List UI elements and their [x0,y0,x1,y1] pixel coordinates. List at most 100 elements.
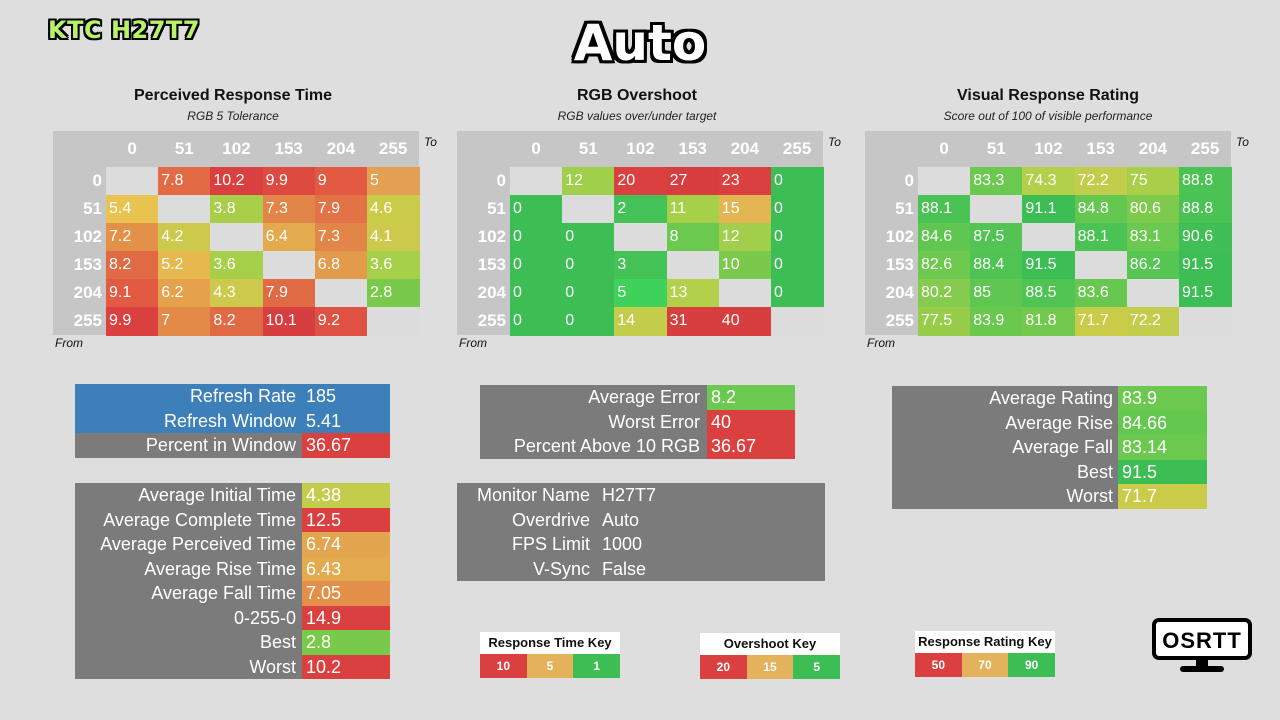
from-label: From [867,336,895,350]
row-header: 102 [73,227,102,246]
stat-label: Average Rise Time [144,558,296,579]
heatmap-cell: 5.4 [106,195,159,224]
heatmap-cell: 7.9 [262,279,316,308]
stat-value: 4.38 [302,483,390,508]
heatmap-cell: 74.3 [1022,167,1076,196]
stat-label: Average Fall [1012,437,1113,457]
row-header: 204 [885,283,914,302]
heatmap-cell: 83.3 [970,167,1023,196]
error-stats-panel: Average Error 8.2 Worst Error 40 Percent Abo… [480,385,795,459]
rating-stats-panel: Average Rating 83.9 Average Rise 84.66 Avera… [892,386,1207,509]
heatmap-cell: 0 [771,167,824,196]
matrix-header-band [53,131,420,167]
stat-value: 83.14 [1118,435,1207,460]
heatmap-cell: 85 [970,279,1023,308]
heatmap-cell: 10.2 [210,167,264,196]
heatmap-cell: 8 [666,223,720,252]
heatmap-cell: 87.5 [970,223,1023,252]
row-header: 0 [496,171,506,190]
heatmap-cell: 81.8 [1022,307,1076,336]
stat-label: Overdrive [511,509,590,530]
row-header: 51 [83,199,102,218]
stat-label: Best [1076,461,1113,482]
heatmap-cell: 0 [771,279,824,308]
to-label: To [424,135,437,149]
stat-label: Average Initial Time [138,485,296,505]
heatmap-cell-empty [1074,251,1128,280]
stat-value: 1000 [602,534,643,554]
heatmap-cell: 6.4 [262,223,316,252]
heatmap-cell: 9.9 [262,167,316,196]
stat-value: 91.5 [1118,459,1207,484]
stat-label: Percent in Window [145,435,296,455]
heatmap-cell: 4.3 [210,279,264,308]
stat-row: Average Complete Time 12.5 [75,507,390,532]
monitor-info-panel: Monitor Name H27T7 Overdrive Auto FPS Limit 1… [457,483,825,581]
column-header: 255 [782,139,812,158]
heatmap-cell: 3.6 [367,251,420,280]
matrix-row-header-band [53,131,106,335]
stat-value: 84.66 [1118,410,1207,435]
heatmap-cell: 12 [718,223,772,252]
stat-row: Average Fall 83.14 [892,435,1207,460]
column-header: 0 [939,139,949,158]
heatmap-cell: 3 [614,251,668,280]
matrix-title-response: Perceived Response Time [133,87,333,104]
stat-label: Average Error [588,387,700,407]
heatmap-cell-empty [771,307,824,336]
column-header: 102 [1034,139,1063,158]
heatmap-cell: 91.5 [1179,279,1232,308]
column-header: 153 [274,139,303,158]
stat-row: Overdrive Auto [457,508,825,533]
heatmap-cell: 15 [718,195,772,224]
stat-row: Worst 71.7 [892,484,1207,509]
heatmap-cell-empty [106,167,159,196]
heatmap-cell: 0 [562,279,615,308]
stat-row: Worst Error 40 [480,409,795,434]
stat-value: 40 [707,409,795,434]
key-swatch: 10 [480,654,527,678]
heatmap-cell: 4.6 [367,195,420,224]
heatmap-cell: 9.9 [106,307,159,336]
from-label: From [459,336,487,350]
heatmap-cell: 0 [510,195,563,224]
heatmap-cell: 91.5 [1179,251,1232,280]
heatmap-cell: 72.2 [1126,307,1180,336]
heatmap-cell: 9.2 [314,307,368,336]
column-header: 204 [1138,139,1168,158]
heatmap-cell: 80.6 [1126,195,1180,224]
stat-label: Average Rise [1005,412,1113,433]
stat-label: Worst [1066,486,1113,506]
stat-label: Average Rating [989,388,1113,408]
stat-label: 0-255-0 [233,607,296,628]
column-header: 0 [531,139,541,158]
row-header: 153 [73,255,102,274]
key-title: Response Time Key [480,632,620,654]
stat-value: 14.9 [302,605,390,630]
stat-row: Refresh Rate 185 [75,384,390,409]
heatmap-cell: 12 [562,167,615,196]
heatmap-cell: 88.1 [1074,223,1128,252]
heatmap-cell: 90.6 [1179,223,1232,252]
heatmap-cell: 31 [666,307,720,336]
matrix-subtitle-rating: Score out of 100 of visible performance [943,109,1153,123]
heatmap-cell-empty [510,167,563,196]
heatmap-cell: 23 [718,167,772,196]
column-header: 153 [1086,139,1115,158]
heatmap-cell-empty [1022,223,1076,252]
column-header: 153 [678,139,707,158]
column-header: 102 [222,139,251,158]
key-swatch: 50 [915,653,962,677]
stat-row: Percent in Window 36.67 [75,433,390,458]
heatmap-cell: 88.5 [1022,279,1076,308]
heatmap-cell-empty [614,223,668,252]
to-label: To [1236,135,1249,149]
column-header: 255 [378,139,408,158]
heatmap-cell: 0 [771,195,824,224]
heatmap-cell: 88.8 [1179,167,1232,196]
column-header: 255 [1190,139,1220,158]
heatmap-cell: 8.2 [210,307,264,336]
stat-row: Average Fall Time 7.05 [75,581,390,606]
heatmap-cell: 83.1 [1126,223,1180,252]
refresh-panel: Refresh Rate 185 Refresh Window 5.41 Percent… [75,384,390,458]
